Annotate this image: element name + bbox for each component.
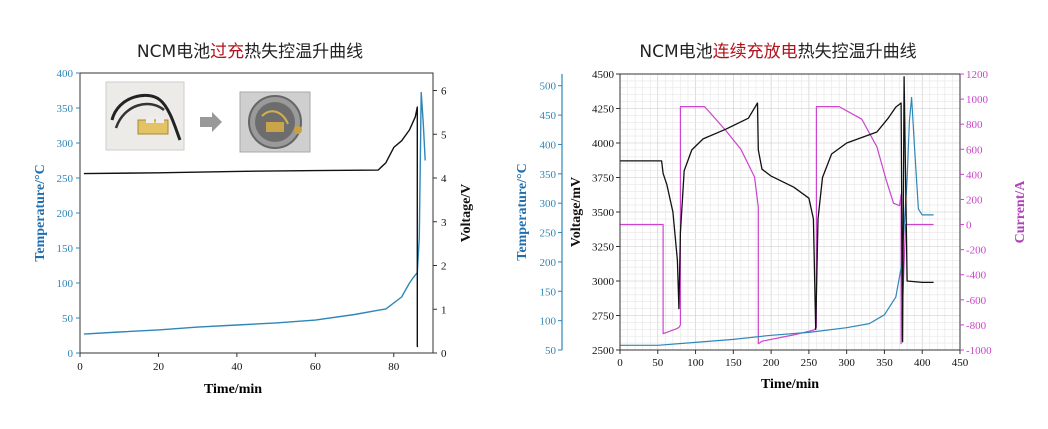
chart-1-voltage-axis-label: Voltage/V (459, 184, 474, 243)
chart-2-current-tick-label: -200 (966, 245, 987, 257)
inset-photos (105, 81, 311, 153)
chart-2-x-tick-label: 200 (763, 357, 780, 369)
chart-1-left-tick-label: 50 (62, 313, 74, 325)
chart-2-title: NCM电池连续充放电热失控温升曲线 (639, 42, 916, 62)
chart-2-voltage-line (620, 76, 934, 343)
chart-2-x-tick-label: 400 (914, 357, 931, 369)
chart-1-left-tick-label: 0 (68, 348, 74, 360)
chart-2-voltage-axis: 2500 2750 3000 3250 3500 3750 4000 4250 4500 (592, 69, 620, 357)
chart-2-current-tick-label: 1000 (966, 94, 989, 106)
chart-2-temperature-tick-label: 50 (545, 345, 557, 357)
chart-1-x-tick-label: 80 (388, 361, 400, 373)
chart-1-right-tick-label: 1 (441, 304, 447, 316)
chart-2-x-tick-label: 300 (838, 357, 855, 369)
chart-overcharge: NCM电池过充热失控温升曲线 050100150200250300350400 … (33, 42, 474, 397)
chart-cycling: NCM电池连续充放电热失控温升曲线 50 100 150 200 250 300 350 40… (515, 42, 1028, 392)
chart-2-title-suffix: 热失控温升曲线 (798, 42, 917, 62)
chart-2-current-tick-label: 0 (966, 220, 972, 232)
chart-1-right-tick-label: 0 (441, 348, 447, 360)
chart-1-left-axis: 0 50 100 150 200 250 300 350 400 (57, 68, 80, 360)
chart-2-temperature-axis-label: Temperature/°C (515, 163, 530, 260)
chart-2-voltage-tick-label: 3000 (592, 276, 615, 288)
chart-1-left-tick-label: 100 (57, 278, 74, 290)
chart-1-x-tick-label: 20 (153, 361, 165, 373)
chart-1-left-tick-label: 200 (57, 208, 74, 220)
chart-2-temperature-tick-label: 300 (540, 198, 557, 210)
chart-2-temperature-tick-label: 150 (540, 286, 557, 298)
chart-1-right-axis: 0 1 2 3 4 5 6 (433, 86, 447, 360)
chart-1-title-prefix: NCM电池 (137, 42, 210, 62)
chart-1-right-tick-label: 2 (441, 261, 447, 273)
chart-1-right-tick-label: 4 (441, 173, 447, 185)
chart-2-x-tick-label: 0 (617, 357, 623, 369)
chart-2-x-tick-label: 50 (652, 357, 664, 369)
chart-1-title: NCM电池过充热失控温升曲线 (137, 42, 363, 62)
chart-1-left-tick-label: 400 (57, 68, 74, 80)
chart-2-current-tick-label: 400 (966, 169, 983, 181)
chart-2-plot-area (620, 74, 960, 350)
chart-1-x-tick-label: 0 (77, 361, 83, 373)
chart-1-x-axis: 0 20 40 60 80 (77, 353, 400, 373)
chart-2-current-tick-label: -600 (966, 295, 987, 307)
chart-1-left-tick-label: 250 (57, 173, 74, 185)
chart-2-temperature-tick-label: 500 (540, 81, 557, 93)
chart-2-voltage-tick-label: 2500 (592, 345, 615, 357)
chart-2-voltage-axis-label: Voltage/mV (569, 177, 584, 247)
chart-2-temperature-tick-label: 400 (540, 139, 557, 151)
chart-1-left-tick-label: 350 (57, 103, 74, 115)
chart-2-current-tick-label: 200 (966, 194, 983, 206)
chart-2-title-highlight: 连续充放电 (713, 42, 798, 62)
chart-1-right-tick-label: 6 (441, 86, 447, 98)
chart-2-temperature-tick-label: 250 (540, 228, 557, 240)
chart-2-voltage-tick-label: 3500 (592, 207, 615, 219)
chart-2-voltage-tick-label: 3250 (592, 242, 615, 254)
chart-1-temperature-line (83, 91, 426, 335)
chart-1-x-tick-label: 60 (310, 361, 322, 373)
chart-2-x-tick-label: 350 (876, 357, 893, 369)
chart-1-voltage-line (83, 106, 419, 348)
chart-2-title-prefix: NCM电池 (639, 42, 712, 62)
chart-2-current-tick-label: 600 (966, 144, 983, 156)
chart-2-x-tick-label: 450 (952, 357, 969, 369)
chart-1-right-tick-label: 5 (441, 129, 447, 141)
chart-1-title-suffix: 热失控温升曲线 (244, 42, 363, 62)
chart-2-current-tick-label: 800 (966, 119, 983, 131)
chart-2-current-tick-label: -800 (966, 320, 987, 332)
chart-2-voltage-tick-label: 4250 (592, 104, 615, 116)
chart-2-temperature-tick-label: 100 (540, 316, 557, 328)
chart-1-temperature-axis-label: Temperature/°C (33, 164, 48, 261)
chart-1-x-axis-label: Time/min (204, 382, 262, 397)
chart-2-current-tick-label: -400 (966, 270, 987, 282)
chart-2-x-tick-label: 250 (801, 357, 818, 369)
chart-2-temperature-axis: 50 100 150 200 250 300 350 400 450 500 (540, 81, 562, 357)
battery-cell-with-wires-photo (105, 81, 185, 151)
chart-2-temperature-tick-label: 350 (540, 169, 557, 181)
chart-2-current-tick-label: 1200 (966, 69, 989, 81)
chart-2-x-axis-label: Time/min (761, 377, 819, 392)
chart-2-x-tick-label: 100 (687, 357, 704, 369)
chart-1-title-highlight: 过充 (210, 42, 244, 62)
chart-2-temperature-tick-label: 450 (540, 110, 557, 122)
chart-1-left-tick-label: 150 (57, 243, 74, 255)
chart-2-voltage-tick-label: 3750 (592, 173, 615, 185)
chart-2-voltage-tick-label: 2750 (592, 311, 615, 323)
battery-in-chamber-photo (239, 91, 311, 153)
chart-2-current-axis-label: Current/A (1013, 180, 1028, 244)
chart-1-plot-area (83, 91, 426, 348)
chart-2-voltage-tick-label: 4500 (592, 69, 615, 81)
chart-1-left-tick-label: 300 (57, 138, 74, 150)
chart-2-temperature-tick-label: 200 (540, 257, 557, 269)
chart-2-x-tick-label: 150 (725, 357, 742, 369)
chart-2-current-axis: -1000 -800 -600 -400 -200 0 200 400 600 800 1000 12… (960, 69, 992, 357)
chart-2-x-axis: 0 50 100 150 200 250 300 350 400 450 (617, 350, 969, 369)
chart-2-current-line (620, 105, 934, 345)
chart-2-voltage-tick-label: 4000 (592, 138, 615, 150)
grey-right-arrow-icon (200, 112, 222, 132)
chart-1-right-tick-label: 3 (441, 217, 447, 229)
chart-1-x-tick-label: 40 (231, 361, 243, 373)
chart-2-temperature-line (620, 96, 934, 346)
chart-2-current-tick-label: -1000 (966, 345, 992, 357)
